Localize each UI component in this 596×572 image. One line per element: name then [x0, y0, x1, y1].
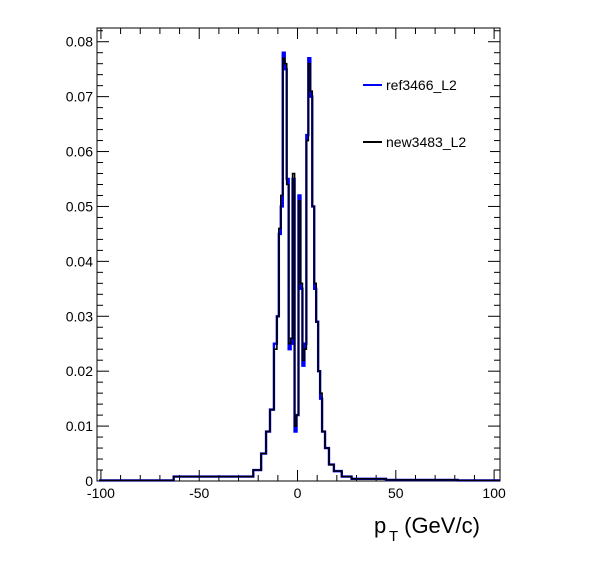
- plot-frame: [96, 27, 501, 482]
- x-axis-title-main: p: [374, 513, 386, 538]
- y-tick-label: 0.06: [66, 144, 93, 160]
- legend-label-new: new3483_L2: [386, 134, 466, 150]
- legend-label-ref: ref3466_L2: [386, 77, 457, 93]
- x-axis-title: p: [374, 513, 386, 538]
- x-tick-labels: -100 -50 0 50 100: [87, 485, 506, 501]
- x-axis-title-subscript: T: [389, 528, 398, 545]
- series-line-new3483_L2: [98, 57, 500, 482]
- axis-ticks: [97, 28, 500, 482]
- y-tick-label: 0.02: [66, 363, 93, 379]
- y-tick-label: 0.03: [66, 308, 93, 324]
- x-tick-label: 50: [388, 485, 404, 501]
- y-tick-label: 0.07: [66, 89, 93, 105]
- x-tick-label: 0: [294, 485, 302, 501]
- y-tick-label: 0.08: [66, 34, 93, 50]
- x-tick-label: 100: [482, 485, 506, 501]
- y-tick-label: 0.05: [66, 198, 93, 214]
- x-tick-label: -100: [87, 485, 115, 501]
- y-tick-label: 0.01: [66, 418, 93, 434]
- y-tick-label: 0.04: [66, 253, 93, 269]
- x-tick-label: -50: [189, 485, 209, 501]
- x-axis-title-rest: (GeV/c): [398, 513, 480, 538]
- series-layer: [98, 51, 500, 482]
- legend: ref3466_L2 new3483_L2: [358, 68, 490, 168]
- y-tick-labels: 0 0.01 0.02 0.03 0.04 0.05 0.06 0.07 0.08: [66, 34, 93, 489]
- y-tick-label: 0: [85, 473, 93, 489]
